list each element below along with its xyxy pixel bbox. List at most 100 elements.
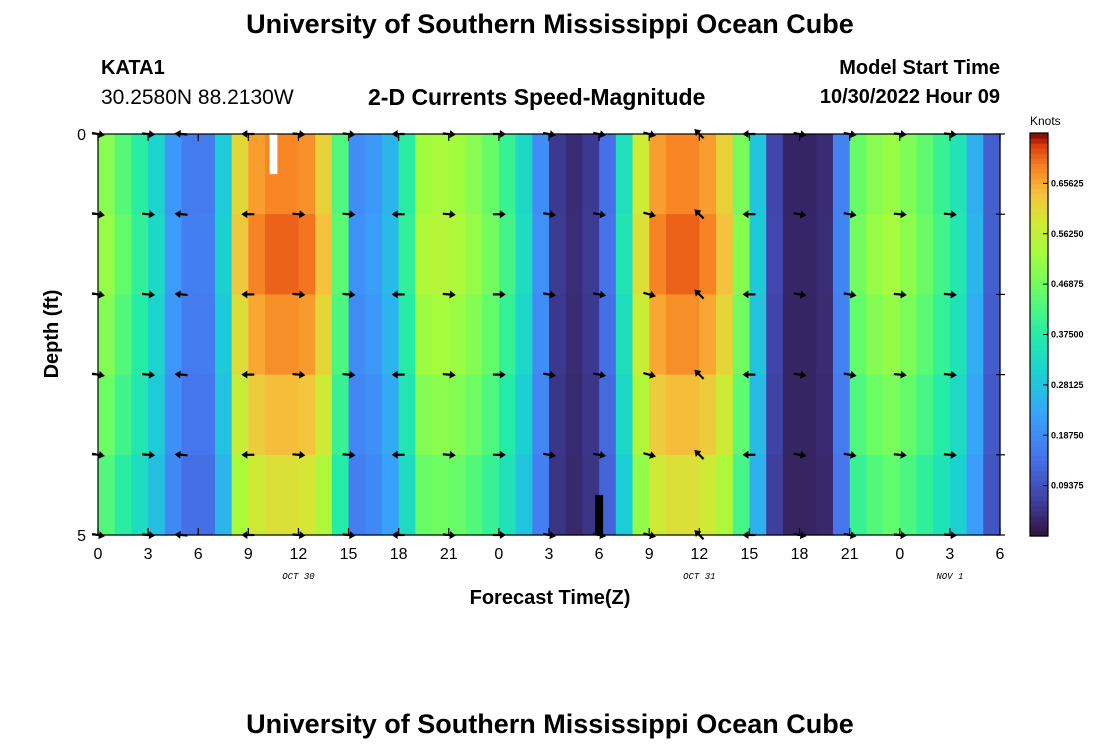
date-label: NOV 1 xyxy=(936,572,963,582)
heatmap-cell xyxy=(415,374,433,456)
x-tick-label: 18 xyxy=(791,546,809,563)
heatmap-cell xyxy=(432,374,450,456)
arrow-head xyxy=(174,210,181,219)
colorbar-segment xyxy=(1030,480,1048,487)
current-arrow xyxy=(292,210,306,219)
arrow-head xyxy=(694,289,702,297)
arrow-head xyxy=(950,290,957,299)
arrow-head xyxy=(148,370,156,379)
current-arrow xyxy=(843,370,857,379)
heatmap-cell xyxy=(582,294,600,376)
second-chart-title: University of Southern Mississippi Ocean… xyxy=(246,709,854,739)
heatmap-cell xyxy=(849,294,867,376)
heatmap-cell xyxy=(866,214,884,295)
colorbar-segment xyxy=(1030,465,1048,472)
arrow-head xyxy=(349,450,356,459)
heatmap-cell xyxy=(632,374,650,456)
arrow-head xyxy=(599,370,607,379)
heatmap-cell xyxy=(498,374,517,456)
heatmap-cell xyxy=(181,134,199,215)
heatmap-cell xyxy=(782,374,801,456)
heatmap-cell xyxy=(849,374,867,456)
colorbar-segment xyxy=(1030,188,1048,195)
colorbar-segment xyxy=(1030,359,1048,366)
station-coordinates: 30.2580N 88.2130W xyxy=(101,86,294,109)
heatmap-cell xyxy=(582,134,600,215)
vertical-marker xyxy=(269,134,278,175)
current-arrow xyxy=(843,290,857,299)
current-arrow xyxy=(174,450,188,459)
x-tick-label: 6 xyxy=(194,546,203,563)
current-arrow xyxy=(492,290,506,299)
heatmap-cell xyxy=(114,454,133,536)
current-arrow xyxy=(342,370,356,379)
heatmap-cell xyxy=(515,134,533,215)
arrow-head xyxy=(549,451,556,459)
heatmap-cell xyxy=(832,214,851,295)
heatmap-cell xyxy=(214,374,233,456)
current-arrow xyxy=(391,450,405,459)
arrow-head xyxy=(391,370,398,379)
heatmap-cell xyxy=(883,374,901,456)
arrow-head xyxy=(449,290,456,299)
arrow-head xyxy=(694,369,702,377)
heatmap-cell xyxy=(465,134,483,215)
heatmap-cell xyxy=(231,214,249,295)
heatmap-cell xyxy=(365,374,383,456)
station-name: KATA1 xyxy=(101,57,165,79)
heatmap-cell xyxy=(432,294,450,376)
heatmap-cell xyxy=(983,294,1001,376)
arrow-head xyxy=(549,210,556,219)
heatmap-cell xyxy=(665,454,684,536)
current-arrow xyxy=(694,289,705,300)
heatmap-cell xyxy=(315,374,333,456)
current-arrow xyxy=(391,210,405,219)
heatmap-cell xyxy=(966,214,984,295)
heatmap-cell xyxy=(933,214,951,295)
colorbar-segment xyxy=(1030,405,1048,411)
heatmap-cell xyxy=(198,214,216,295)
colorbar-segment xyxy=(1030,193,1048,200)
current-arrow xyxy=(174,290,188,299)
heatmap-cell xyxy=(482,374,500,456)
heatmap-cell xyxy=(866,454,884,536)
heatmap-cell xyxy=(298,374,316,456)
heatmap-cell xyxy=(365,134,383,215)
heatmap-cell xyxy=(248,374,266,456)
heatmap-cell xyxy=(148,454,166,536)
heatmap-cell xyxy=(732,374,751,456)
colorbar-segment xyxy=(1030,329,1048,336)
heatmap-cell xyxy=(549,134,567,215)
heatmap-cell xyxy=(899,214,918,295)
current-arrow xyxy=(542,290,556,299)
colorbar-segment xyxy=(1030,203,1048,210)
heatmap-cell xyxy=(482,214,500,295)
x-tick-label: 3 xyxy=(144,546,153,563)
heatmap-cell xyxy=(331,134,350,215)
current-arrow xyxy=(793,290,807,299)
current-arrow xyxy=(142,290,156,299)
colorbar-segment xyxy=(1030,223,1048,230)
heatmap-cell xyxy=(665,374,684,456)
colorbar-segment xyxy=(1030,253,1048,260)
heatmap-cell xyxy=(198,374,216,456)
heatmap-cell xyxy=(331,294,350,376)
arrow-head xyxy=(950,370,957,379)
heatmap-cell xyxy=(732,134,751,215)
arrow-head xyxy=(599,210,607,219)
heatmap-cell xyxy=(649,294,667,376)
heatmap-cell xyxy=(916,294,934,376)
current-arrow xyxy=(174,370,188,379)
heatmap-cell xyxy=(398,214,416,295)
colorbar-segment xyxy=(1030,470,1048,477)
heatmap-cell xyxy=(315,294,333,376)
heatmap-cell xyxy=(649,454,667,536)
colorbar-unit-label: Knots xyxy=(1030,114,1061,128)
current-arrow xyxy=(241,370,255,379)
heatmap-cell xyxy=(782,134,801,215)
colorbar-segment xyxy=(1030,218,1048,225)
colorbar-segment xyxy=(1030,143,1048,149)
heatmap-cell xyxy=(866,294,884,376)
heatmap-cell xyxy=(749,134,767,215)
heatmap-cell xyxy=(716,134,734,215)
